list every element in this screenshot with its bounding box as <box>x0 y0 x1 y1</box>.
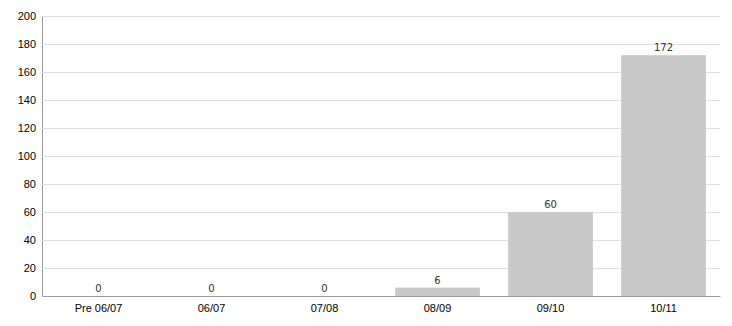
x-tick: 08/09 <box>424 296 452 314</box>
y-tick-label: 140 <box>18 94 36 106</box>
y-tick: 40 <box>24 234 720 246</box>
chart-container: 020406080100120140160180200Pre 06/0706/0… <box>0 0 732 326</box>
y-tick: 0 <box>30 290 720 302</box>
y-tick-label: 100 <box>18 150 36 162</box>
y-tick-label: 80 <box>24 178 36 190</box>
y-tick-label: 120 <box>18 122 36 134</box>
data-labels: 0 0 0 6 60 172 <box>95 42 673 294</box>
y-tick: 160 <box>18 66 720 78</box>
y-tick-label: 0 <box>30 290 36 302</box>
grid-line <box>42 212 720 213</box>
plot-area: 020406080100120140160180200Pre 06/0706/0… <box>18 10 721 314</box>
y-tick-label: 60 <box>24 206 36 218</box>
y-tick: 200 <box>18 10 720 22</box>
x-axis: Pre 06/07 06/07 07/08 08/09 09/10 10/11 <box>43 296 721 314</box>
y-tick-label: 40 <box>24 234 36 246</box>
grid-line <box>42 128 720 129</box>
x-axis-line <box>43 296 721 297</box>
grid-line <box>42 184 720 185</box>
data-label: 60 <box>544 199 557 210</box>
y-tick-label: 200 <box>18 10 36 22</box>
data-label: 172 <box>654 42 673 53</box>
y-tick: 100 <box>18 150 720 162</box>
grid-line <box>42 16 720 17</box>
bar <box>621 55 706 296</box>
bar <box>169 296 254 297</box>
x-tick: 06/07 <box>198 296 226 314</box>
y-tick-label: 20 <box>24 262 36 274</box>
x-tick: 10/11 <box>650 296 677 314</box>
y-tick: 120 <box>18 122 720 134</box>
x-tick-label: 10/11 <box>650 302 677 314</box>
x-tick: 07/08 <box>311 296 339 314</box>
grid-line <box>42 156 720 157</box>
x-tick-label: Pre 06/07 <box>75 302 123 314</box>
data-label: 0 <box>95 283 101 294</box>
grid-line <box>42 240 720 241</box>
data-label: 0 <box>321 283 327 294</box>
bars <box>395 55 706 296</box>
bar <box>508 212 593 296</box>
grid-line <box>42 100 720 101</box>
x-tick-label: 09/10 <box>537 302 565 314</box>
y-tick: 180 <box>18 38 720 50</box>
x-tick: Pre 06/07 <box>75 296 123 314</box>
chart-svg: 020406080100120140160180200Pre 06/0706/0… <box>0 0 732 326</box>
data-label: 6 <box>434 275 440 286</box>
x-tick-label: 08/09 <box>424 302 452 314</box>
bar <box>395 288 480 296</box>
bar <box>56 296 141 297</box>
grid-line <box>42 44 720 45</box>
y-tick: 20 <box>24 262 720 274</box>
x-tick-label: 06/07 <box>198 302 226 314</box>
x-tick: 09/10 <box>537 296 565 314</box>
bar <box>282 296 367 297</box>
y-tick-label: 160 <box>18 66 36 78</box>
y-tick: 140 <box>18 94 720 106</box>
y-tick: 80 <box>24 178 720 190</box>
y-axis: 020406080100120140160180200 <box>18 10 720 302</box>
data-label: 0 <box>208 283 214 294</box>
grid-line <box>42 72 720 73</box>
x-tick-label: 07/08 <box>311 302 339 314</box>
y-tick-label: 180 <box>18 38 36 50</box>
y-axis-line <box>43 17 721 297</box>
grid-line <box>42 296 720 297</box>
grid-line <box>42 268 720 269</box>
y-tick: 60 <box>24 206 720 218</box>
